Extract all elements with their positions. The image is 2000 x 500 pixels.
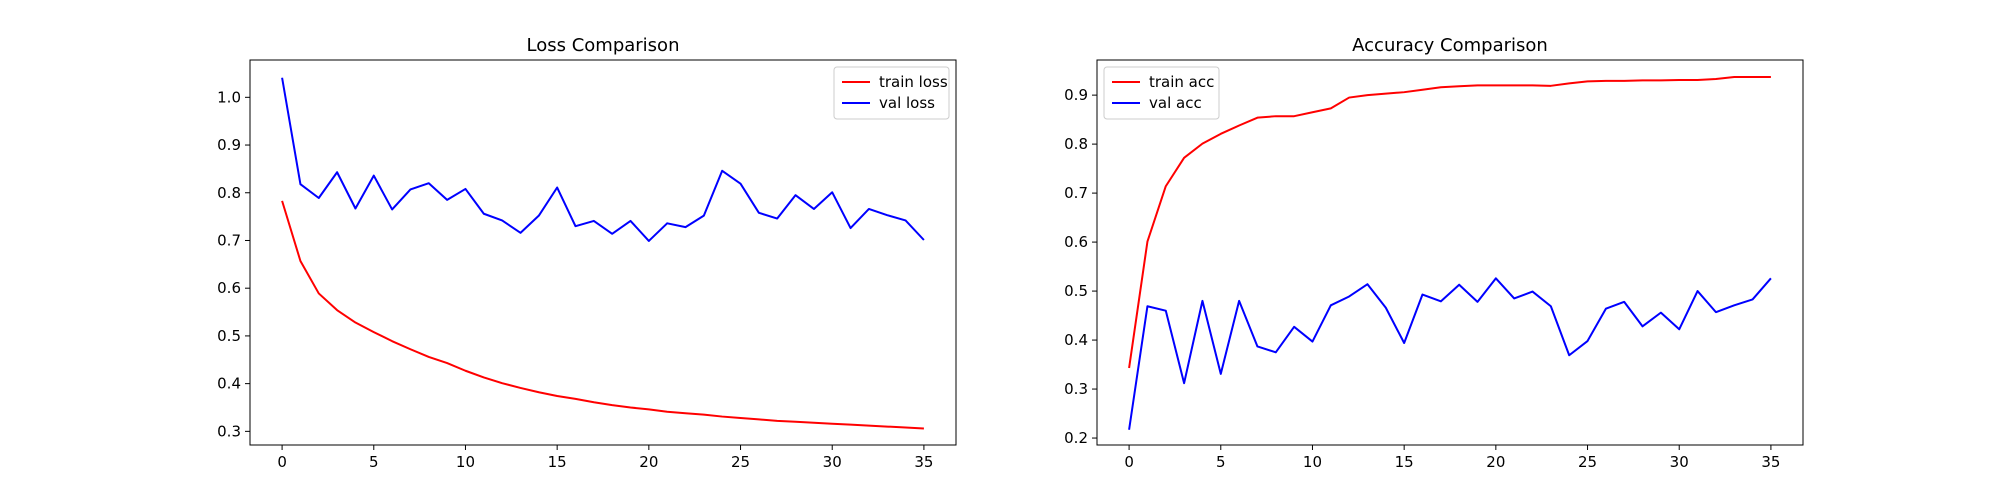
- loss-chart-x-tick-label: 0: [277, 453, 287, 471]
- loss-chart: Loss Comparison 0 5 10 15 20 25 30 35 0.3 0.4 0.5 0.…: [217, 35, 957, 471]
- accuracy-chart-train-acc-line: [1128, 76, 1771, 369]
- loss-chart-legend-label-train-loss: train loss: [879, 73, 948, 91]
- accuracy-chart-x-tick-label: 20: [1486, 453, 1505, 471]
- accuracy-chart-x-tick-label: 35: [1761, 453, 1780, 471]
- accuracy-chart-y-tick-label: 0.7: [1064, 184, 1088, 202]
- loss-chart-title: Loss Comparison: [527, 35, 680, 56]
- loss-chart-x-tick-label: 15: [548, 453, 567, 471]
- accuracy-chart-legend-label-val-acc: val acc: [1149, 94, 1202, 112]
- accuracy-chart-legend-label-train-acc: train acc: [1149, 73, 1214, 91]
- loss-chart-x-tick-label: 30: [823, 453, 842, 471]
- accuracy-chart-x-tick-label: 15: [1395, 453, 1414, 471]
- loss-chart-y-tick-label: 1.0: [217, 88, 241, 106]
- accuracy-chart-axes-frame: [1096, 59, 1804, 446]
- loss-chart-x-tick-label: 25: [731, 453, 750, 471]
- accuracy-chart-x-tick-label: 10: [1303, 453, 1322, 471]
- accuracy-chart-y-tick-label: 0.6: [1064, 233, 1088, 251]
- accuracy-chart-y-tick-label: 0.8: [1064, 135, 1088, 153]
- loss-chart-y-tick-label: 0.7: [217, 231, 241, 249]
- loss-chart-y-tick-label: 0.8: [217, 184, 241, 202]
- accuracy-chart-x-tick-label: 5: [1216, 453, 1226, 471]
- loss-chart-axes-frame: [249, 59, 957, 446]
- loss-chart-x-tick-label: 20: [639, 453, 658, 471]
- loss-chart-y-tick-label: 0.5: [217, 327, 241, 345]
- accuracy-chart-x-tick-label: 25: [1578, 453, 1597, 471]
- accuracy-chart-x-tick-label: 0: [1124, 453, 1134, 471]
- accuracy-chart-y-tick-label: 0.9: [1064, 86, 1088, 104]
- loss-chart-train-loss-line: [281, 200, 924, 430]
- accuracy-chart-legend-box: [1103, 66, 1220, 120]
- accuracy-chart-x-tick-label: 30: [1670, 453, 1689, 471]
- loss-chart-y-tick-label: 0.4: [217, 375, 241, 393]
- accuracy-chart-title: Accuracy Comparison: [1352, 35, 1548, 56]
- loss-chart-y-tick-label: 0.6: [217, 279, 241, 297]
- loss-chart-legend-box: [833, 66, 950, 120]
- accuracy-chart: Accuracy Comparison 0 5 10 15 20 25 30 35 0.2 0.3 0…: [1064, 35, 1804, 471]
- accuracy-chart-val-acc-line: [1128, 277, 1772, 430]
- accuracy-chart-legend: train acc val acc: [1103, 66, 1220, 120]
- loss-chart-x-tick-label: 10: [456, 453, 475, 471]
- loss-chart-val-loss-line: [281, 77, 925, 242]
- accuracy-chart-y-tick-label: 0.5: [1064, 282, 1088, 300]
- loss-chart-y-tick-label: 0.9: [217, 136, 241, 154]
- accuracy-chart-y-tick-label: 0.4: [1064, 331, 1088, 349]
- loss-chart-x-tick-label: 5: [369, 453, 379, 471]
- accuracy-chart-y-tick-label: 0.2: [1064, 429, 1088, 447]
- loss-chart-y-tick-label: 0.3: [217, 422, 241, 440]
- loss-chart-legend-label-val-loss: val loss: [879, 94, 935, 112]
- accuracy-chart-y-tick-label: 0.3: [1064, 380, 1088, 398]
- loss-chart-x-tick-label: 35: [914, 453, 933, 471]
- loss-chart-legend: train loss val loss: [833, 66, 950, 120]
